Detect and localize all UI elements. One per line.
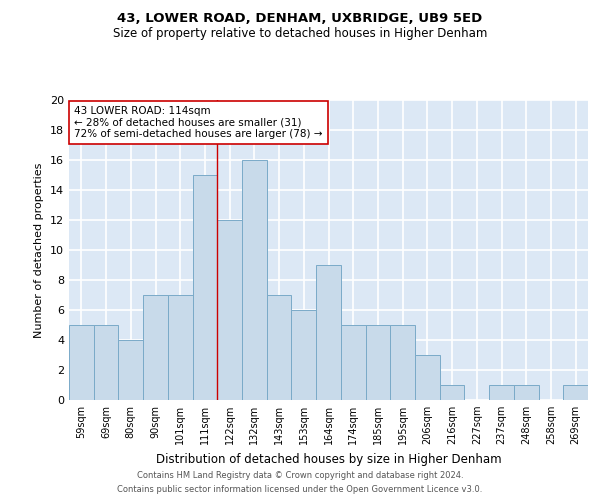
Bar (440, 385, 464, 400)
Bar (514, 385, 539, 400)
Y-axis label: Number of detached properties: Number of detached properties (34, 162, 44, 338)
Bar (489, 385, 514, 400)
Bar (168, 295, 193, 400)
Bar (94, 325, 118, 400)
Bar (217, 220, 242, 400)
Bar (341, 325, 365, 400)
Bar (143, 295, 168, 400)
Text: Size of property relative to detached houses in Higher Denham: Size of property relative to detached ho… (113, 28, 487, 40)
X-axis label: Distribution of detached houses by size in Higher Denham: Distribution of detached houses by size … (155, 452, 502, 466)
Bar (242, 160, 267, 400)
Text: 43 LOWER ROAD: 114sqm
← 28% of detached houses are smaller (31)
72% of semi-deta: 43 LOWER ROAD: 114sqm ← 28% of detached … (74, 106, 323, 139)
Text: Contains public sector information licensed under the Open Government Licence v3: Contains public sector information licen… (118, 485, 482, 494)
Bar (193, 175, 217, 400)
Text: Contains HM Land Registry data © Crown copyright and database right 2024.: Contains HM Land Registry data © Crown c… (137, 471, 463, 480)
Bar (390, 325, 415, 400)
Bar (267, 295, 292, 400)
Bar (365, 325, 390, 400)
Bar (415, 355, 440, 400)
Bar (292, 310, 316, 400)
Bar (118, 340, 143, 400)
Text: 43, LOWER ROAD, DENHAM, UXBRIDGE, UB9 5ED: 43, LOWER ROAD, DENHAM, UXBRIDGE, UB9 5E… (118, 12, 482, 26)
Bar (563, 385, 588, 400)
Bar (316, 265, 341, 400)
Bar (69, 325, 94, 400)
